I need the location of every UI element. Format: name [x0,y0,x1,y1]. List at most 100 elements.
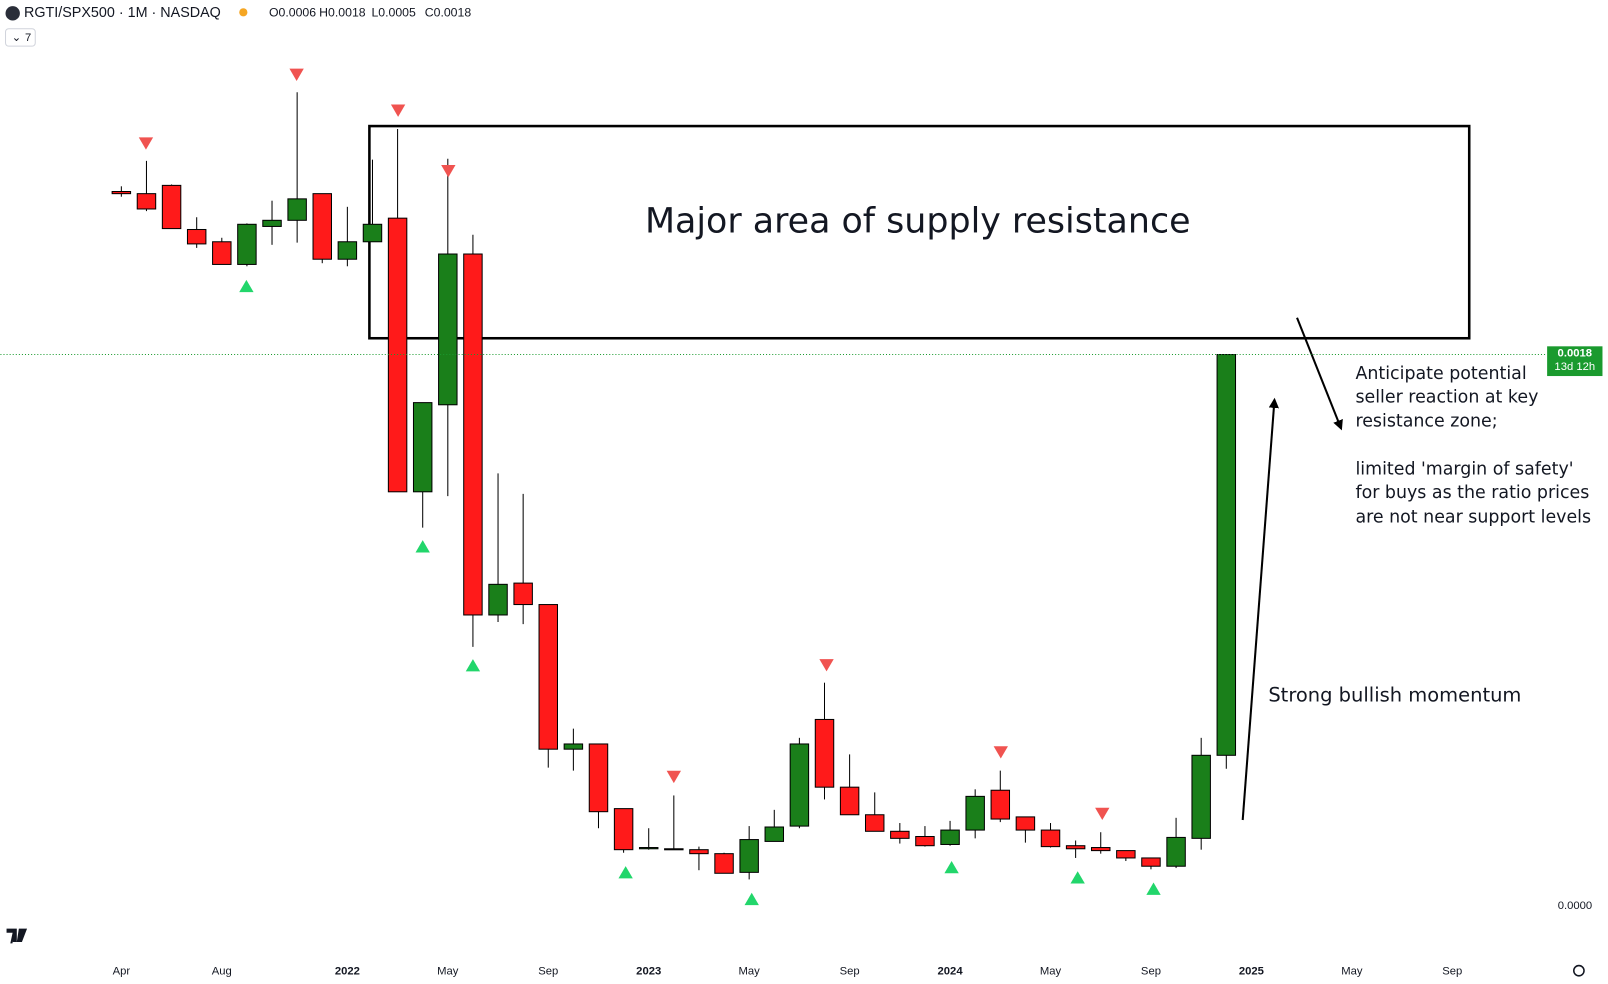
session-icon [239,8,248,17]
candle-body [789,743,810,827]
candle-body [1065,845,1086,850]
candle-body [237,223,257,265]
last-price-label: 0.0018 [1558,347,1592,359]
candle-body [915,835,935,847]
y-tick-label: 0.0000 [1558,900,1592,912]
indicator-toggle[interactable] [5,28,36,47]
candle-body [412,402,433,493]
candle-body [1040,829,1061,848]
tv-logo[interactable] [6,928,28,942]
candle-body [864,814,885,832]
candle-body [337,241,358,260]
candle-body [1091,847,1111,852]
x-tick-label: Sep [538,966,558,978]
note-line: for buys as the ratio prices [1355,483,1589,503]
x-tick-label: May [1040,966,1062,978]
sell-signal [289,68,304,81]
candle-body [438,253,458,406]
candle-body [362,223,383,243]
sell-signal [138,137,154,150]
candle-body [563,743,584,750]
candle-body [287,198,307,221]
candle-body [814,718,835,788]
candle-body [513,582,533,606]
sell-signal [819,659,834,672]
x-tick-label: Aug [212,966,232,978]
candle-body [186,228,207,245]
candle-body [890,830,910,839]
symbol-logo [5,6,20,21]
last-price-badge [1547,346,1603,377]
zone-label: Major area of supply resistance [645,201,1191,241]
candle-body [714,853,734,874]
buy-signal [1146,882,1161,895]
candle-body [664,848,684,851]
tv-logo[interactable]: ⁊ [7,924,16,945]
buy-signal [944,861,959,874]
candle-body [638,847,659,850]
candle-body [538,604,558,750]
ohlc-value: L0.0005 [371,6,416,20]
x-tick-label: Apr [113,966,131,978]
candle-body [739,839,759,873]
buy-signal [618,866,633,879]
buy-signal [1070,871,1085,884]
sell-signal [666,770,681,784]
x-tick-label: May [739,966,761,978]
sell-signal [1095,807,1110,820]
candle-body [1191,754,1211,839]
chevron: ⌄ [12,32,21,44]
note-line: limited 'margin of safety' [1355,459,1573,479]
candle-body [463,253,483,616]
x-tick-label: May [437,966,459,978]
candle-body [1141,857,1161,867]
candle-body [965,795,985,831]
x-tick-label: Sep [1141,966,1161,978]
candle-body [588,743,609,813]
candle-body [1015,816,1036,831]
candle-body [1216,354,1237,756]
x-tick-label: Sep [840,966,860,978]
sell-signal [993,746,1008,759]
sell-signal [441,165,456,178]
candle-body [161,184,182,230]
note-line: Anticipate potential [1355,364,1526,384]
candle-body [689,849,709,855]
note-line: seller reaction at key [1355,388,1538,408]
x-tick-label: 2024 [938,966,964,978]
candle-body [312,193,332,260]
indicator-count: 7 [25,32,31,44]
arrow [1296,317,1343,431]
x-tick-label: 2022 [335,966,360,978]
arrow [1241,397,1279,821]
ohlc-value: C0.0018 [425,6,472,20]
buy-signal [744,892,759,906]
candle-body [111,190,132,195]
note-line: resistance zone; [1355,411,1497,431]
x-tick-label: Sep [1442,966,1462,978]
candle-body [262,219,282,227]
buy-signal [415,540,430,553]
candle-body [212,241,232,265]
x-tick-label: 2023 [636,966,661,978]
candle-body [488,583,508,616]
candle-body [136,193,157,210]
note-line: are not near support levels [1355,508,1591,528]
buy-signal [239,279,254,293]
countdown: 13d 12h [1554,361,1595,373]
x-tick-label: May [1341,966,1363,978]
candle-body [839,786,860,816]
x-tick-label: 2025 [1239,966,1264,978]
momentum-label: Strong bullish momentum [1268,683,1521,706]
candle-body [613,808,634,851]
candle-body [764,826,785,842]
candle-body [1166,836,1186,867]
candle-body [990,789,1011,820]
symbol[interactable]: RGTI/SPX500 · 1M · NASDAQ [24,5,221,21]
ohlc-value: O0.0006 [269,6,316,20]
candle-body [1116,850,1136,859]
settings[interactable] [1573,964,1585,977]
ohlc-value: H0.0018 [319,6,366,20]
